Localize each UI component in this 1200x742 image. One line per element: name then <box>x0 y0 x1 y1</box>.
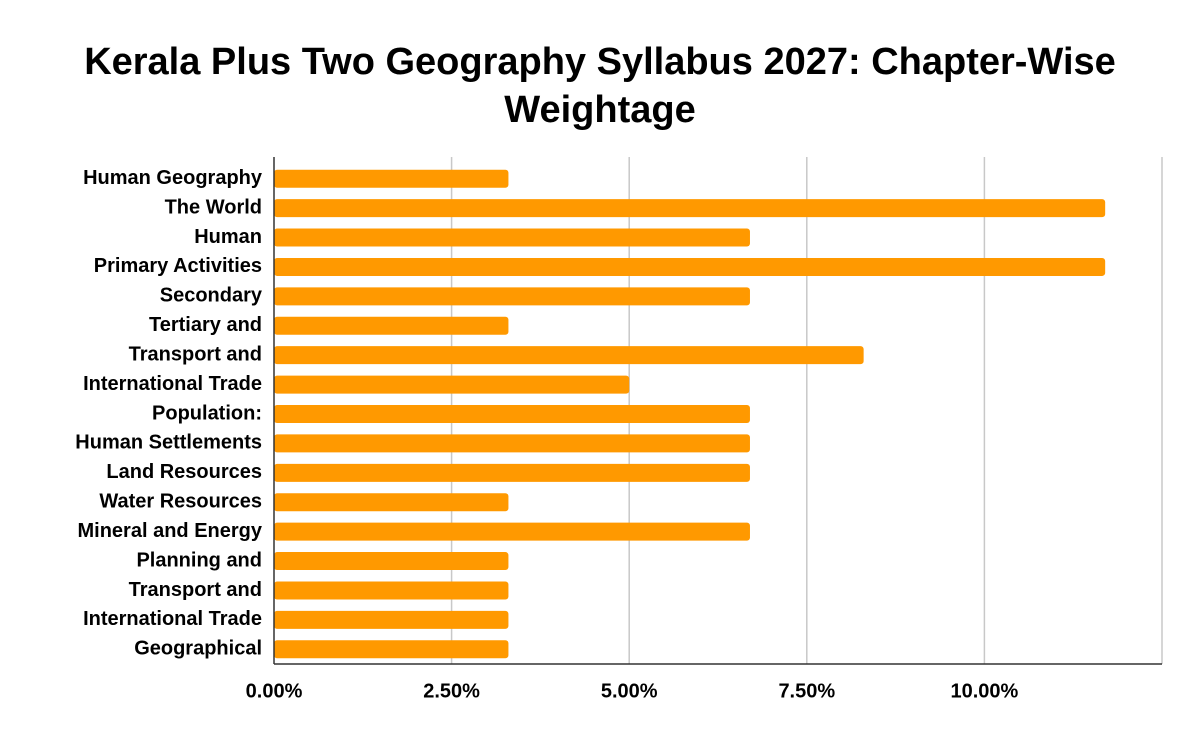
y-tick-label: Water Resources <box>99 491 262 513</box>
y-tick-label: International Trade <box>83 608 262 630</box>
bar <box>274 552 509 571</box>
bar <box>274 169 509 188</box>
bar <box>274 199 1106 218</box>
bar <box>274 346 864 365</box>
x-tick-label: 5.00% <box>601 680 658 702</box>
x-tick-label: 2.50% <box>423 680 480 702</box>
y-tick-label: Primary Activities <box>94 255 262 277</box>
x-tick-label: 7.50% <box>778 680 835 702</box>
bar <box>274 405 750 423</box>
bar <box>274 640 509 659</box>
bar <box>274 287 750 306</box>
bar <box>274 610 509 629</box>
y-tick-label: Mineral and Energy <box>78 520 263 542</box>
bar <box>274 375 630 394</box>
bar <box>274 434 750 453</box>
x-tick-label: 0.00% <box>246 680 303 702</box>
y-tick-label: Human Geography <box>83 167 263 189</box>
y-tick-label: Land Resources <box>106 461 262 483</box>
y-tick-label: The World <box>165 196 262 218</box>
bar <box>274 257 1106 276</box>
y-tick-label: Tertiary and <box>149 314 262 336</box>
y-tick-label: Geographical <box>134 638 262 660</box>
y-tick-label: Planning and <box>136 549 262 571</box>
bar <box>274 316 509 335</box>
y-tick-label: Secondary <box>160 285 263 307</box>
y-tick-label: Transport and <box>129 343 262 365</box>
y-tick-label: International Trade <box>83 373 262 395</box>
y-tick-label: Human Settlements <box>75 432 262 454</box>
y-tick-label: Transport and <box>129 579 262 601</box>
bar <box>274 228 750 247</box>
y-tick-label: Population: <box>152 402 262 424</box>
bar <box>274 463 750 482</box>
x-tick-label: 10.00% <box>950 680 1018 702</box>
bar <box>274 581 509 600</box>
y-tick-label: Human <box>194 226 262 248</box>
bar <box>274 522 750 541</box>
bar <box>274 493 509 512</box>
chart-title: Kerala Plus Two Geography Syllabus 2027:… <box>84 41 1116 131</box>
